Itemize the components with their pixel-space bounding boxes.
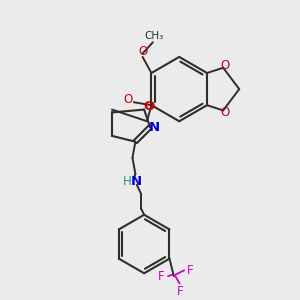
Text: CH₃: CH₃ xyxy=(145,32,164,41)
Text: O: O xyxy=(220,59,229,72)
Text: O: O xyxy=(220,106,229,119)
Text: F: F xyxy=(187,264,194,277)
Text: O: O xyxy=(123,93,133,106)
Text: F: F xyxy=(158,270,165,283)
Text: F: F xyxy=(176,285,183,298)
Text: O: O xyxy=(143,100,154,113)
Text: N: N xyxy=(130,175,142,188)
Text: H: H xyxy=(123,175,132,188)
Text: N: N xyxy=(149,121,160,134)
Text: O: O xyxy=(138,45,147,58)
